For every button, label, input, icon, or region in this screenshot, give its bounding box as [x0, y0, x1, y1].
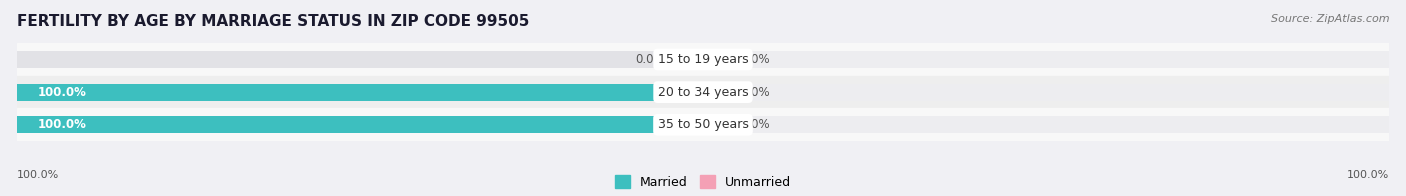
- Bar: [17, 108, 1389, 141]
- Bar: [17, 84, 703, 101]
- Text: Source: ZipAtlas.com: Source: ZipAtlas.com: [1271, 14, 1389, 24]
- Text: 0.0%: 0.0%: [636, 53, 665, 66]
- Bar: [17, 84, 703, 101]
- Bar: [703, 116, 731, 133]
- Text: 100.0%: 100.0%: [17, 170, 59, 180]
- Bar: [703, 51, 731, 68]
- Text: 100.0%: 100.0%: [1347, 170, 1389, 180]
- Bar: [17, 76, 1389, 108]
- Bar: [703, 84, 731, 101]
- Text: 0.0%: 0.0%: [741, 53, 770, 66]
- Text: FERTILITY BY AGE BY MARRIAGE STATUS IN ZIP CODE 99505: FERTILITY BY AGE BY MARRIAGE STATUS IN Z…: [17, 14, 529, 29]
- Bar: [675, 51, 703, 68]
- Bar: [703, 51, 1389, 68]
- Bar: [17, 51, 703, 68]
- Bar: [17, 116, 703, 133]
- Bar: [17, 43, 1389, 76]
- Legend: Married, Unmarried: Married, Unmarried: [614, 175, 792, 189]
- Bar: [703, 84, 1389, 101]
- Text: 0.0%: 0.0%: [741, 118, 770, 131]
- Bar: [703, 116, 1389, 133]
- Text: 100.0%: 100.0%: [38, 86, 86, 99]
- Text: 20 to 34 years: 20 to 34 years: [658, 86, 748, 99]
- Text: 35 to 50 years: 35 to 50 years: [658, 118, 748, 131]
- Text: 0.0%: 0.0%: [741, 86, 770, 99]
- Text: 15 to 19 years: 15 to 19 years: [658, 53, 748, 66]
- Text: 100.0%: 100.0%: [38, 118, 86, 131]
- Bar: [17, 116, 703, 133]
